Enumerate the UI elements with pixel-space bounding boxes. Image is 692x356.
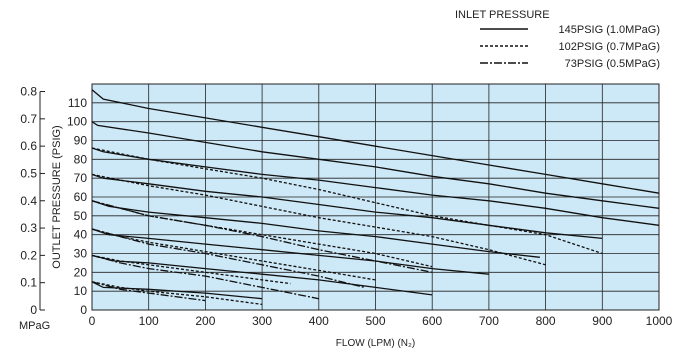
y-tick-label: 60: [74, 190, 88, 204]
mpa-tick-label: 0.1: [20, 276, 37, 290]
y-tick-label: 30: [74, 247, 88, 261]
y-tick-label: 20: [74, 265, 88, 279]
legend-label-1: 145PSIG (1.0MPaG): [559, 24, 661, 36]
series-1-curve: [91, 121, 660, 209]
series-2-curve: [91, 228, 376, 281]
series-3-curve: [91, 281, 206, 302]
series-2-curve: [91, 173, 546, 266]
y-tick-label: 90: [74, 134, 88, 148]
legend-label-3: 73PSIG (0.5MPaG): [565, 58, 660, 70]
mpa-tick-label: 0: [30, 303, 37, 317]
x-tick-label: 500: [365, 314, 385, 328]
series-1-curve: [91, 281, 263, 300]
x-tick-label: 900: [592, 314, 612, 328]
mpa-tick-label: 0.5: [20, 166, 37, 180]
series-2-curve: [91, 281, 263, 306]
y-axis-ticks: 0 10 20 30 40 50 60 70 80 90 100 110: [67, 96, 87, 317]
mpa-axis: 0 0.1 0.2 0.3 0.4 0.5 0.6 0.7 0.8: [20, 85, 45, 317]
x-tick-label: 800: [536, 314, 556, 328]
x-tick-label: 0: [89, 314, 96, 328]
series-1-curve: [91, 200, 540, 258]
mpa-tick-label: 0.8: [20, 85, 37, 99]
x-axis-ticks: 0 100 200 300 400 500 600 700 800 900 1000: [89, 314, 673, 328]
x-tick-label: 400: [309, 314, 329, 328]
series-1-curve: [91, 173, 603, 240]
y-tick-label: 80: [74, 152, 88, 166]
y-tick-label: 70: [74, 171, 88, 185]
y-tick-label: 0: [80, 303, 87, 317]
mpa-tick-label: 0.3: [20, 221, 37, 235]
x-tick-label: 300: [252, 314, 272, 328]
x-axis-label: FLOW (LPM) (N₂): [336, 338, 415, 349]
series-3-curve: [91, 200, 433, 273]
x-tick-label: 600: [422, 314, 442, 328]
x-tick-label: 700: [479, 314, 499, 328]
y-tick-label: 100: [67, 115, 87, 129]
legend: INLET PRESSURE 145PSIG (1.0MPaG) 102PSIG …: [455, 9, 660, 70]
mpa-tick-label: 0.4: [20, 194, 37, 208]
mpa-axis-label: MPaG: [19, 320, 50, 332]
mpa-tick-label: 0.2: [20, 248, 37, 262]
series-2-curve: [91, 147, 603, 255]
series-2-curve: [91, 254, 291, 285]
series-1-curve: [91, 254, 433, 296]
x-tick-label: 100: [139, 314, 159, 328]
mpa-tick-label: 0.6: [20, 139, 37, 153]
series-3-curve: [91, 254, 319, 300]
y-tick-label: 40: [74, 228, 88, 242]
legend-title: INLET PRESSURE: [455, 9, 550, 21]
y-tick-label: 50: [74, 209, 88, 223]
mpa-tick-label: 0.7: [20, 112, 37, 126]
series-curves: [91, 89, 660, 306]
y-tick-label: 110: [68, 96, 87, 110]
series-1-curve: [91, 228, 489, 275]
series-1-curve: [91, 89, 660, 194]
y-tick-label: 10: [74, 284, 88, 298]
x-tick-label: 1000: [646, 314, 673, 328]
x-tick-label: 200: [195, 314, 215, 328]
legend-label-2: 102PSIG (0.7MPaG): [559, 41, 661, 53]
y-axis-label: OUTLET PRESSURE (PSIG): [51, 125, 63, 268]
series-3-curve: [91, 228, 365, 289]
